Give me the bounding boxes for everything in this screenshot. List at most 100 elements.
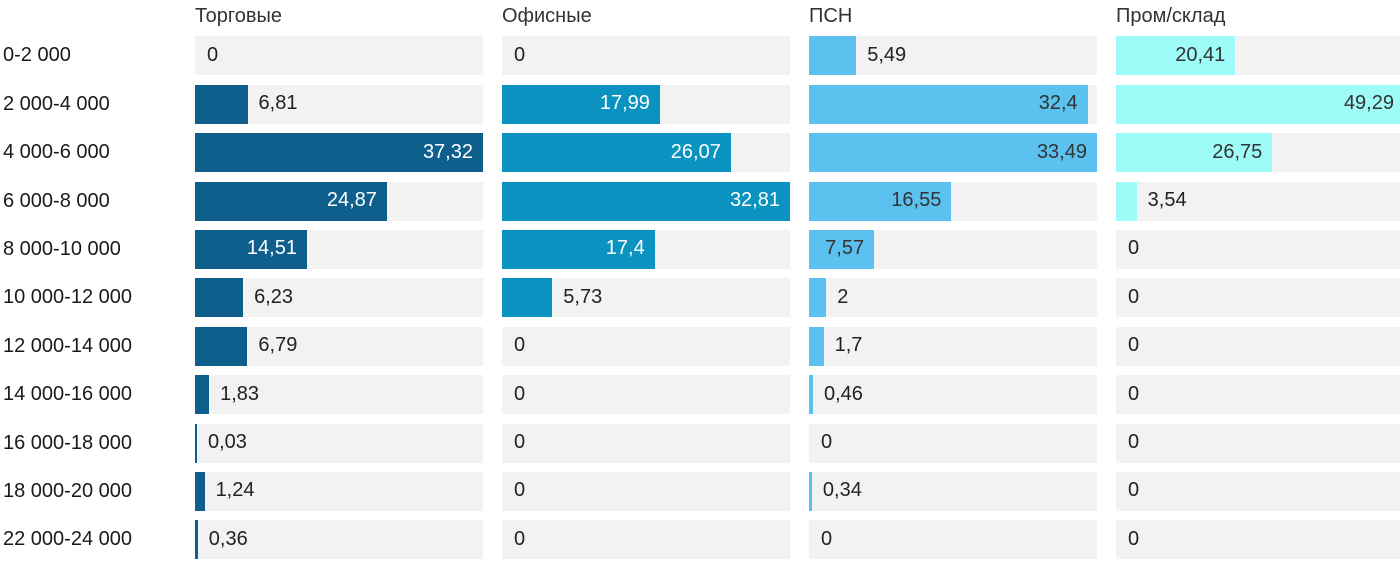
bar <box>195 471 205 511</box>
bar-value-label: 0 <box>1128 285 1140 308</box>
bar-value-label: 32,81 <box>729 189 780 212</box>
bar-value-label: 7,57 <box>825 237 865 260</box>
bar-track: 0 <box>502 423 790 463</box>
bar-value-label: 0 <box>514 334 526 357</box>
bar <box>195 181 387 221</box>
bar <box>1116 181 1137 221</box>
bar-track: 16,55 <box>809 181 1097 221</box>
bar-value-label: 32,4 <box>1038 92 1078 115</box>
bar-value-label: 0,46 <box>823 382 863 405</box>
row-label: 12 000-14 000 <box>3 334 133 357</box>
chart-grid: Торговые Офисные ПСН Пром/склад 0-2 000 0… <box>0 0 1400 560</box>
bar-track: 1,83 <box>195 375 483 415</box>
bar-value-label: 2 <box>837 285 849 308</box>
row-label: 10 000-12 000 <box>3 286 133 309</box>
bar-track: 0 <box>809 520 1097 560</box>
bar-track: 32,81 <box>502 181 790 221</box>
bar-track: 0 <box>1116 520 1400 560</box>
bar-track: 0 <box>195 36 483 76</box>
bar-track: 0 <box>1116 326 1400 366</box>
bar-track: 26,75 <box>1116 133 1400 173</box>
bar-value-label: 0 <box>514 431 526 454</box>
bar-track: 0,03 <box>195 423 483 463</box>
bar-track: 0,36 <box>195 520 483 560</box>
bar-value-label: 26,75 <box>1212 140 1263 163</box>
bar-track: 6,81 <box>195 84 483 124</box>
bar-track: 20,41 <box>1116 36 1400 76</box>
bar-value-label: 5,49 <box>867 43 907 66</box>
bar-value-label: 0 <box>514 382 526 405</box>
bar <box>502 278 553 318</box>
bar <box>195 84 248 124</box>
corner-cell <box>0 0 176 27</box>
bar-value-label: 0 <box>1128 334 1140 357</box>
bar <box>502 229 655 269</box>
bar-track: 0 <box>502 375 790 415</box>
bar-value-label: 49,29 <box>1343 92 1394 115</box>
bar-track: 33,49 <box>809 133 1097 173</box>
bar-value-label: 0 <box>1128 382 1140 405</box>
bar-track: 2 <box>809 278 1097 318</box>
bar-track: 7,57 <box>809 229 1097 269</box>
bar-track: 0 <box>1116 278 1400 318</box>
bar-value-label: 26,07 <box>670 140 721 163</box>
bar-value-label: 0 <box>1128 237 1140 260</box>
bar-value-label: 0,36 <box>208 527 248 550</box>
bar-value-label: 0 <box>1128 431 1140 454</box>
bar-value-label: 1,83 <box>220 382 260 405</box>
bar-track: 3,54 <box>1116 181 1400 221</box>
row-label: 8 000-10 000 <box>3 237 121 260</box>
bar-track: 5,73 <box>502 278 790 318</box>
bar-track: 0 <box>1116 471 1400 511</box>
row-label: 6 000-8 000 <box>3 189 110 212</box>
row-label: 14 000-16 000 <box>3 383 133 406</box>
bar-value-label: 1,24 <box>215 479 255 502</box>
bar-track: 6,23 <box>195 278 483 318</box>
bar <box>195 133 483 173</box>
bar-value-label: 6,81 <box>258 92 298 115</box>
bar-value-label: 17,4 <box>605 237 645 260</box>
column-header-prom-sklad: Пром/склад <box>1116 5 1226 27</box>
bar-track: 0 <box>1116 229 1400 269</box>
bar-track: 0 <box>809 423 1097 463</box>
bar-value-label: 3,54 <box>1147 189 1187 212</box>
bar-value-label: 0 <box>207 43 219 66</box>
row-label: 2 000-4 000 <box>3 92 110 115</box>
bar <box>1116 84 1400 124</box>
bar-value-label: 0,34 <box>822 479 862 502</box>
column-header-ofisnye: Офисные <box>502 5 592 27</box>
bar-track: 17,4 <box>502 229 790 269</box>
bar-value-label: 0 <box>514 527 526 550</box>
bar-track: 37,32 <box>195 133 483 173</box>
bar <box>195 520 198 560</box>
bar-value-label: 0 <box>1128 527 1140 550</box>
bar-track: 17,99 <box>502 84 790 124</box>
bar-track: 49,29 <box>1116 84 1400 124</box>
bar-track: 32,4 <box>809 84 1097 124</box>
bar-value-label: 6,23 <box>254 285 293 308</box>
bar <box>809 326 824 366</box>
bar <box>195 423 197 463</box>
bar-value-label: 20,41 <box>1175 43 1226 66</box>
row-label: 22 000-24 000 <box>3 528 133 551</box>
bar <box>809 181 952 221</box>
column-header-torgovye: Торговые <box>195 5 283 27</box>
bar <box>809 133 1097 173</box>
bar-value-label: 24,87 <box>326 189 377 212</box>
bar-value-label: 0 <box>514 479 526 502</box>
bar-value-label: 33,49 <box>1036 140 1087 163</box>
bar-value-label: 0 <box>1128 479 1140 502</box>
bar <box>502 181 790 221</box>
bar <box>809 471 812 511</box>
bar <box>809 84 1088 124</box>
bar-value-label: 0 <box>821 527 833 550</box>
bar <box>195 375 210 415</box>
bar <box>809 36 857 76</box>
bar-track: 0 <box>502 36 790 76</box>
bar <box>809 229 875 269</box>
bar-value-label: 0 <box>514 43 526 66</box>
bar-value-label: 17,99 <box>599 92 650 115</box>
bar <box>195 326 248 366</box>
row-label: 18 000-20 000 <box>3 479 133 502</box>
